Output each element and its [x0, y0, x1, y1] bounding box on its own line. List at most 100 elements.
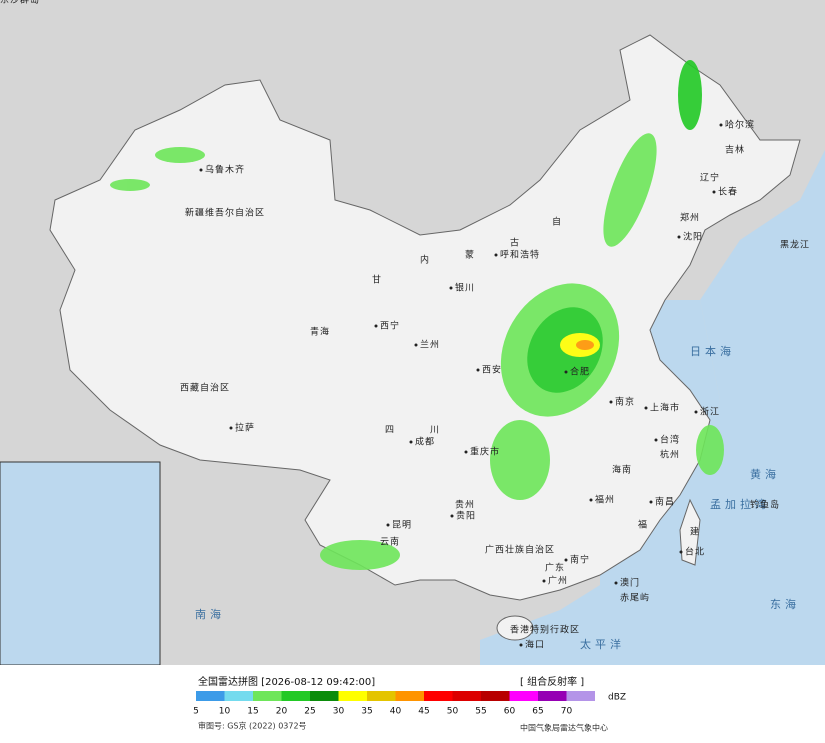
city-dot	[386, 523, 390, 527]
map-label: 台北	[685, 546, 705, 558]
legend-label: 15	[247, 707, 258, 717]
echo	[320, 540, 400, 570]
city-dot	[542, 579, 546, 583]
city-dot	[589, 498, 593, 502]
city-dot	[409, 440, 413, 444]
map-label: 西宁	[380, 320, 400, 332]
map-label: 东沙群岛	[0, 0, 40, 6]
map-label: 南宁	[570, 554, 590, 566]
legend-swatch	[424, 691, 453, 701]
legend-swatch	[481, 691, 510, 701]
city-dot	[649, 500, 653, 504]
city-dot	[654, 438, 658, 442]
map-label: 海口	[525, 639, 545, 651]
legend-label: 70	[561, 707, 573, 717]
legend-swatch	[367, 691, 396, 701]
echo	[678, 60, 702, 130]
legend-swatch	[509, 691, 538, 701]
map-label: 甘	[372, 274, 382, 286]
map-label: 香港特别行政区	[510, 624, 580, 636]
legend-label: 55	[475, 707, 486, 717]
map-label: 上海市	[650, 402, 680, 414]
map-label: 福	[638, 519, 648, 531]
map-label: 南海	[195, 607, 225, 621]
map-label: 自	[552, 216, 562, 228]
legend-swatch	[452, 691, 481, 701]
city-dot	[677, 235, 681, 239]
source: 中国气象局雷达气象中心	[520, 723, 608, 733]
echo	[490, 420, 550, 500]
city-dot	[564, 370, 568, 374]
map-label: 建	[690, 526, 700, 538]
map-label: 郑州	[680, 212, 700, 224]
map-label: 钓鱼岛	[750, 499, 780, 511]
map-label: 贵州	[455, 499, 475, 511]
map-label: 广东	[545, 562, 565, 574]
map-label: 东海	[770, 597, 800, 611]
taiwan	[679, 498, 701, 566]
city-dot	[374, 324, 378, 328]
echo	[603, 133, 657, 247]
city-dot	[644, 406, 648, 410]
map-label: 西安	[482, 364, 502, 376]
map-label: 银川	[455, 282, 475, 294]
map-label: 福州	[595, 494, 615, 506]
city-dot	[199, 168, 203, 172]
map-label: 日本海	[690, 344, 735, 358]
legend-swatch	[196, 691, 225, 701]
city-dot	[464, 450, 468, 454]
legend-label: 30	[333, 707, 345, 717]
map-label: 赤尾屿	[620, 593, 650, 604]
map-label: 海南	[612, 464, 632, 476]
legend-label: 20	[276, 707, 288, 717]
map-label: 澳门	[620, 577, 640, 589]
map-label: 四	[385, 426, 395, 436]
legend-swatch	[253, 691, 282, 701]
map-label: 太平洋	[580, 637, 625, 651]
map-label: 古	[510, 237, 520, 249]
legend-swatch	[310, 691, 339, 701]
legend-label: 40	[390, 707, 402, 717]
city-dot	[614, 581, 618, 585]
legend-swatch	[566, 691, 595, 701]
legend-label: 5	[193, 707, 199, 717]
map-label: 新疆维吾尔自治区	[185, 207, 265, 219]
city-dot	[229, 426, 233, 430]
legend-label: 50	[447, 707, 459, 717]
map-label: 川	[430, 426, 440, 436]
legend-swatch	[338, 691, 367, 701]
map-label: 哈尔滨	[725, 119, 755, 131]
legend-swatch	[224, 691, 253, 701]
legend-label: 10	[219, 707, 231, 717]
legend-label: 35	[361, 707, 372, 717]
map-label: 台湾	[660, 434, 680, 446]
map-label: 南京	[615, 396, 635, 408]
approval: 审图号: GS京 (2022) 0372号	[198, 721, 307, 731]
map-label: 乌鲁木齐	[205, 164, 245, 176]
map-label: 吉林	[725, 144, 745, 156]
map-label: 昆明	[392, 520, 412, 531]
echo	[110, 179, 150, 191]
city-dot	[449, 286, 453, 290]
city-dot	[414, 343, 418, 347]
map-label: 蒙	[465, 249, 475, 261]
map-label: 贵阳	[456, 510, 476, 522]
city-dot	[519, 643, 523, 647]
map-label: 辽宁	[700, 172, 720, 184]
legend-label: 45	[418, 707, 429, 717]
city-dot	[719, 123, 723, 127]
map-label: 内	[420, 254, 430, 266]
city-dot	[609, 400, 613, 404]
product-name: [ 组合反射率 ]	[520, 675, 584, 688]
china-land	[49, 34, 801, 601]
map-label: 呼和浩特	[500, 249, 540, 261]
legend-panel	[0, 665, 825, 739]
map-label: 孟加拉湾	[710, 497, 770, 511]
city-dot	[494, 253, 498, 257]
map-label: 云南	[380, 536, 400, 548]
map-label: 杭州	[660, 449, 680, 461]
map-label: 长春	[718, 186, 738, 198]
legend-swatch	[395, 691, 424, 701]
map-label: 黑龙江	[780, 239, 810, 251]
